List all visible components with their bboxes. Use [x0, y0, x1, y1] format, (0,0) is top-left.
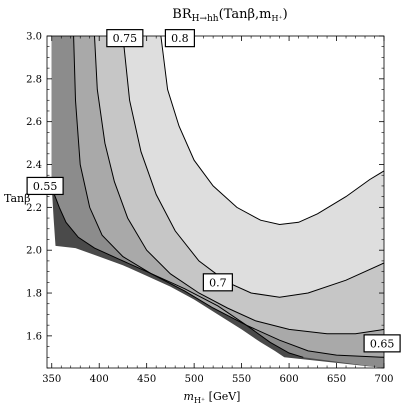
y-tick-label: 2.0	[26, 246, 42, 257]
y-tick-label: 1.8	[26, 289, 42, 300]
xlabel-sub: H⁺	[194, 396, 205, 405]
contour-label-text: 0.8	[171, 32, 189, 45]
contour-line-0.65	[73, 35, 385, 358]
xlabel-main: m	[184, 390, 194, 403]
contour-label-text: 0.65	[370, 337, 395, 350]
x-tick-label: 700	[374, 374, 393, 385]
contour-label-box	[26, 176, 64, 196]
x-tick-label: 550	[232, 374, 251, 385]
contour-lines	[53, 35, 385, 358]
x-tick-label: 650	[327, 374, 346, 385]
contour-line-0.55	[53, 192, 304, 358]
title-main: BR	[172, 7, 193, 22]
contour-label-text: 0.55	[33, 180, 58, 193]
x-tick-label: 600	[280, 374, 299, 385]
contour-line-0.8	[160, 35, 385, 226]
y-tick-label: 3.0	[26, 32, 42, 43]
title-args: (Tanβ,m	[219, 7, 272, 22]
y-tick-label: 1.6	[26, 331, 42, 342]
contour-line-0.7	[94, 35, 385, 335]
contour-label-text: 0.7	[209, 276, 227, 289]
contour-regions	[51, 36, 385, 368]
xlabel-unit: [GeV]	[205, 390, 240, 403]
contour-label-box	[106, 29, 144, 48]
contour-label-0.65: 0.65	[363, 334, 401, 353]
y-tick-labels: 1.6 1.8 2.0 2.2 2.4 2.6 2.8 3.0	[26, 32, 42, 343]
contour-label-box	[164, 29, 196, 48]
axis-ticks	[47, 35, 385, 369]
contour-label-text: 0.75	[113, 32, 138, 45]
contour-label-0.55: 0.55	[26, 176, 64, 196]
region-above-0.8	[160, 36, 384, 225]
y-tick-label: 2.8	[26, 74, 42, 85]
x-tick-label: 350	[42, 374, 61, 385]
contour-label-0.8: 0.8	[164, 29, 196, 48]
y-axis-label: Tanβ	[4, 192, 31, 205]
contour-label-box	[363, 334, 401, 353]
x-tick-label: 500	[185, 374, 204, 385]
title-args-sub: H⁺	[271, 14, 282, 23]
x-tick-labels: 350 400 450 500 550 600 650 700	[42, 374, 393, 385]
y-tick-label: 2.4	[26, 160, 42, 171]
contour-label-box	[202, 273, 233, 292]
y-tick-label: 2.2	[26, 203, 42, 214]
title-sub: H→hh	[192, 14, 219, 24]
x-axis-label: mH⁺ [GeV]	[184, 390, 241, 405]
contour-label-0.75: 0.75	[106, 29, 144, 48]
contour-labels: 0.75 0.8 0.55 0.7 0.65	[26, 29, 401, 353]
contour-line-0.75	[122, 35, 385, 298]
plot-frame	[46, 35, 385, 369]
title-args-close: )	[283, 7, 288, 22]
contour-label-0.7: 0.7	[202, 273, 233, 292]
x-tick-label: 400	[90, 374, 109, 385]
chart-title: BRH→hh(Tanβ,mH⁺)	[172, 7, 287, 24]
y-tick-label: 2.6	[26, 117, 42, 128]
x-tick-label: 450	[137, 374, 156, 385]
